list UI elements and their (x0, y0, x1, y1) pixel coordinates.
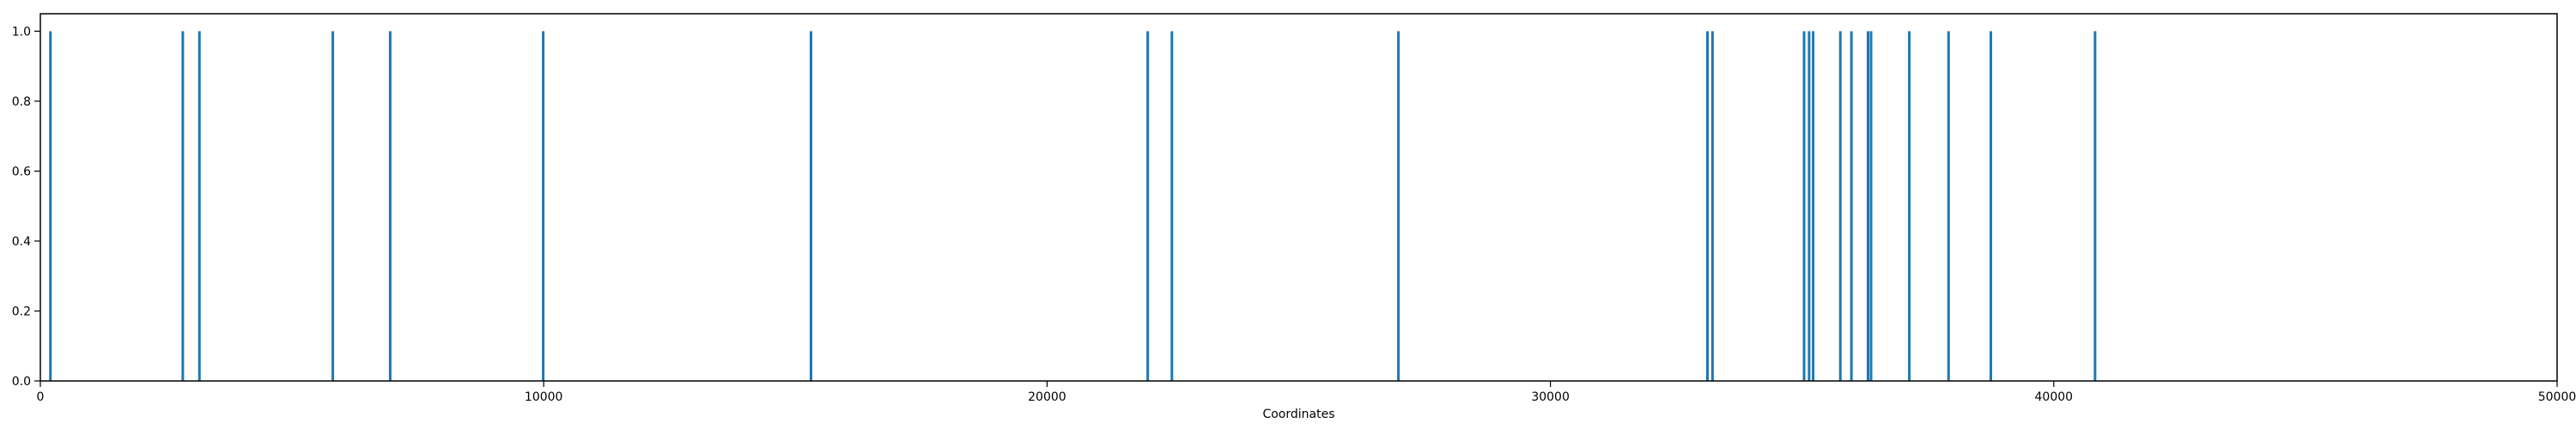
bar (1908, 31, 1911, 381)
y-tick-label: 0.0 (12, 375, 31, 389)
bar (197, 31, 201, 381)
bar (1869, 31, 1873, 381)
x-tick-label: 40000 (2035, 390, 2074, 404)
bar (1866, 31, 1869, 381)
x-tick-label: 50000 (2538, 390, 2576, 404)
bar (1807, 31, 1811, 381)
bar (1812, 31, 1815, 381)
x-axis-ticks: 0 10000 20000 30000 40000 50000 (37, 381, 2576, 404)
x-axis-label: Coordinates (1262, 408, 1334, 421)
bar (542, 31, 545, 381)
plot-frame (39, 13, 2558, 382)
y-tick-label: 1.0 (12, 25, 31, 39)
bar (1710, 31, 1714, 381)
bar (809, 31, 812, 381)
x-tick-label: 0 (37, 390, 45, 404)
y-tick-label: 0.2 (12, 305, 31, 318)
y-tick-label: 0.4 (12, 235, 31, 249)
bar (1850, 31, 1853, 381)
bar (1146, 31, 1150, 381)
x-tick-label: 10000 (525, 390, 563, 404)
y-axis-ticks: 0.0 0.2 0.4 0.6 0.8 1.0 (12, 25, 40, 389)
bar (1705, 31, 1709, 381)
bar (49, 31, 52, 381)
bar (181, 31, 185, 381)
bar (2093, 31, 2097, 381)
bar (1802, 31, 1806, 381)
bar (1397, 31, 1400, 381)
bar (1838, 31, 1842, 381)
bar (1170, 31, 1174, 381)
bar (1947, 31, 1950, 381)
y-tick-label: 0.8 (12, 95, 31, 109)
bar (388, 31, 392, 381)
x-tick-label: 30000 (1531, 390, 1570, 404)
bar (1990, 31, 1993, 381)
bars-layer (49, 31, 2097, 381)
y-tick-label: 0.6 (12, 165, 31, 178)
bar (331, 31, 335, 381)
x-tick-label: 20000 (1028, 390, 1066, 404)
